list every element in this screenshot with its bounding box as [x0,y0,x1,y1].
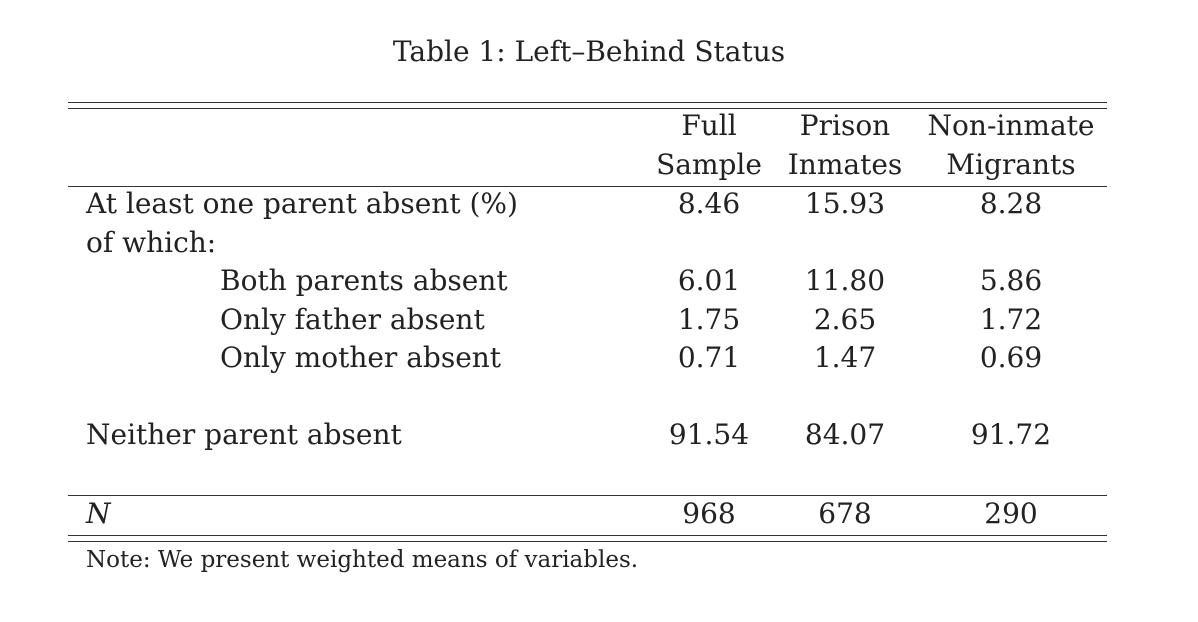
table-cell: 0.71 [677,341,741,374]
table-cell: 8.46 [677,187,741,220]
table-cell: 91.72 [970,418,1052,451]
pre-n-rule [68,495,1107,496]
table-note: Note: We present weighted means of varia… [86,547,639,573]
table-cell: 0.69 [979,341,1043,374]
row-label-only-mother-absent: Only mother absent [220,341,502,374]
column-header-prison-inmates-line2: Inmates [787,148,903,181]
table-cell: 84.07 [804,418,886,451]
table-caption: Table 1: Left–Behind Status [392,35,786,68]
column-header-non-inmate-migrants-line2: Migrants [946,148,1076,181]
column-header-prison-inmates-line1: Prison [799,109,891,142]
row-label-of-which: of which: [86,226,217,259]
table-cell: 15.93 [804,187,886,220]
row-label-both-parents-absent: Both parents absent [220,264,508,297]
table-cell: 8.28 [979,187,1043,220]
table-cell: 11.80 [804,264,886,297]
top-rule [68,102,1107,103]
column-header-non-inmate-migrants-line1: Non-inmate [927,109,1095,142]
table-cell: 968 [682,497,736,530]
top-rule-inner [68,108,1107,109]
row-label-at-least-one-absent: At least one parent absent (%) [86,187,518,220]
bottom-rule-inner [68,541,1107,542]
table-cell: 1.47 [813,341,877,374]
row-label-neither-parent-absent: Neither parent absent [86,418,402,451]
bottom-rule [68,535,1107,536]
table-cell: 2.65 [813,303,877,336]
column-header-full-sample-line2: Sample [656,148,762,181]
table-cell: 91.54 [668,418,750,451]
table-cell: 1.75 [677,303,741,336]
table-cell: 1.72 [979,303,1043,336]
table-cell: 6.01 [677,264,741,297]
table-cell: 5.86 [979,264,1043,297]
header-rule [68,186,1107,187]
row-label-only-father-absent: Only father absent [220,303,485,336]
row-label-n: N [86,497,111,530]
table-cell: 678 [818,497,872,530]
column-header-full-sample-line1: Full [681,109,737,142]
table-cell: 290 [984,497,1038,530]
